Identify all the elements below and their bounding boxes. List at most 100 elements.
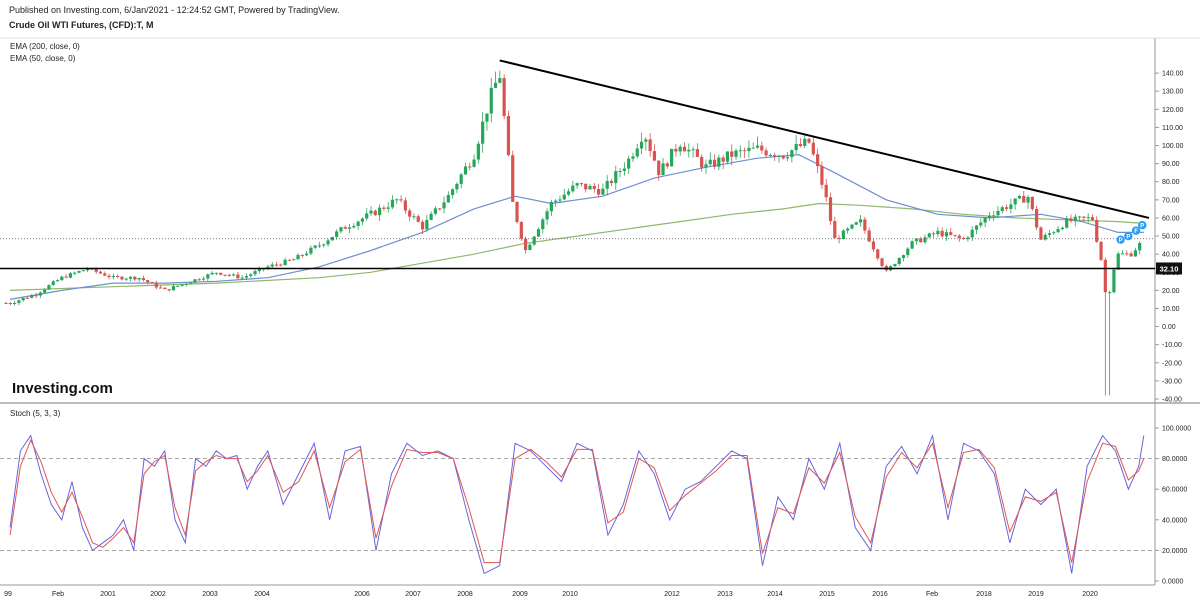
candle-body	[584, 183, 588, 190]
candle-body	[1035, 208, 1039, 228]
price-tick-label: -20.00	[1162, 360, 1182, 367]
candle-body	[81, 270, 85, 272]
candle-body	[25, 297, 30, 299]
candle-body	[386, 207, 390, 209]
candle-body	[773, 154, 777, 157]
candle-body	[558, 199, 562, 201]
candle-body	[678, 146, 682, 152]
time-tick-label: 2003	[202, 591, 218, 598]
candle-body	[335, 231, 339, 237]
candle-body	[468, 166, 472, 168]
candle-body	[313, 245, 317, 248]
price-tick-label: 10.00	[1162, 306, 1180, 313]
time-tick-label: 2008	[457, 591, 473, 598]
stoch-lines	[9, 433, 1145, 575]
candle-body	[536, 229, 541, 237]
candle-body	[150, 282, 154, 284]
candle-body	[197, 279, 201, 281]
candle-body	[459, 174, 463, 184]
candle-body	[811, 142, 815, 155]
time-tick-label: 2013	[717, 591, 733, 598]
candle-body	[257, 268, 261, 272]
candle-body	[1108, 292, 1112, 294]
candle-body	[987, 215, 991, 218]
candle-body	[103, 273, 107, 276]
candles	[4, 70, 1142, 396]
candle-body	[893, 264, 897, 267]
candle-body	[8, 303, 12, 305]
time-tick-label: 2014	[767, 591, 783, 598]
stoch-tick-label: 60.0000	[1162, 487, 1187, 494]
candle-body	[47, 285, 51, 290]
price-tick-label: 90.00	[1162, 161, 1180, 168]
candle-body	[858, 219, 863, 223]
candle-body	[231, 274, 236, 276]
candle-body	[12, 302, 17, 304]
stoch-tick-label: 0.0000	[1162, 579, 1184, 586]
candle-body	[966, 237, 970, 240]
candle-body	[1129, 253, 1133, 257]
candle-body	[326, 240, 330, 245]
candle-body	[124, 278, 128, 280]
candle-body	[1013, 198, 1017, 205]
candle-body	[605, 180, 609, 189]
candle-body	[876, 249, 880, 259]
candle-body	[21, 297, 25, 301]
candle-body	[133, 276, 137, 280]
candle-body	[743, 150, 747, 152]
candle-body	[871, 241, 876, 250]
candle-body	[657, 160, 661, 176]
candle-body	[167, 289, 171, 291]
candle-body	[442, 202, 446, 209]
candle-body	[1120, 253, 1125, 255]
candle-body	[184, 283, 188, 285]
candle-body	[317, 245, 322, 247]
candle-body	[309, 247, 313, 254]
signal-marker[interactable]	[1116, 235, 1125, 244]
candle-body	[695, 149, 699, 157]
candle-body	[158, 287, 163, 289]
candle-body	[841, 230, 845, 240]
price-tick-label: 60.00	[1162, 215, 1180, 222]
time-tick-label: 2006	[354, 591, 370, 598]
candle-body	[807, 138, 811, 143]
candle-body	[747, 147, 751, 152]
signal-marker-label: P	[1140, 223, 1144, 229]
candle-body	[399, 199, 403, 201]
stoch-axis: 100.0000 80.0000 60.0000 40.0000 20.0000 0.00…	[1155, 426, 1191, 586]
price-tick-label: 70.00	[1162, 197, 1180, 204]
candle-body	[622, 168, 626, 171]
candle-body	[189, 282, 193, 284]
time-tick-label: 2004	[254, 591, 270, 598]
candle-body	[1043, 234, 1047, 240]
resistance-trendline	[499, 59, 1150, 219]
candle-body	[1030, 197, 1034, 209]
candle-body	[545, 211, 549, 220]
signal-marker[interactable]	[1124, 231, 1133, 241]
candle-body	[906, 248, 910, 256]
candle-body	[489, 87, 493, 114]
time-tick-label: 2018	[976, 591, 992, 598]
candle-body	[270, 264, 274, 267]
candle-body	[305, 253, 309, 256]
candle-body	[931, 233, 936, 235]
candle-body	[60, 276, 64, 281]
signal-marker[interactable]	[1131, 226, 1141, 235]
time-axis: 99 Feb 2001 2002 2003 2004 2006 2007 2008 2009 201…	[4, 591, 1098, 598]
candle-body	[846, 228, 850, 231]
candle-body	[429, 213, 433, 220]
candle-body	[472, 159, 476, 167]
candle-body	[528, 244, 532, 251]
candle-body	[575, 183, 579, 186]
ema50-legend: EMA (50, close, 0)	[10, 54, 76, 63]
candle-body	[588, 185, 592, 190]
time-tick-label: 2015	[819, 591, 835, 598]
time-tick-label: 2009	[512, 591, 528, 598]
candle-body	[171, 286, 176, 291]
candle-body	[274, 264, 279, 266]
signal-marker[interactable]	[1138, 220, 1147, 230]
candle-body	[420, 221, 425, 230]
candle-body	[210, 272, 214, 275]
candle-body	[180, 284, 184, 286]
